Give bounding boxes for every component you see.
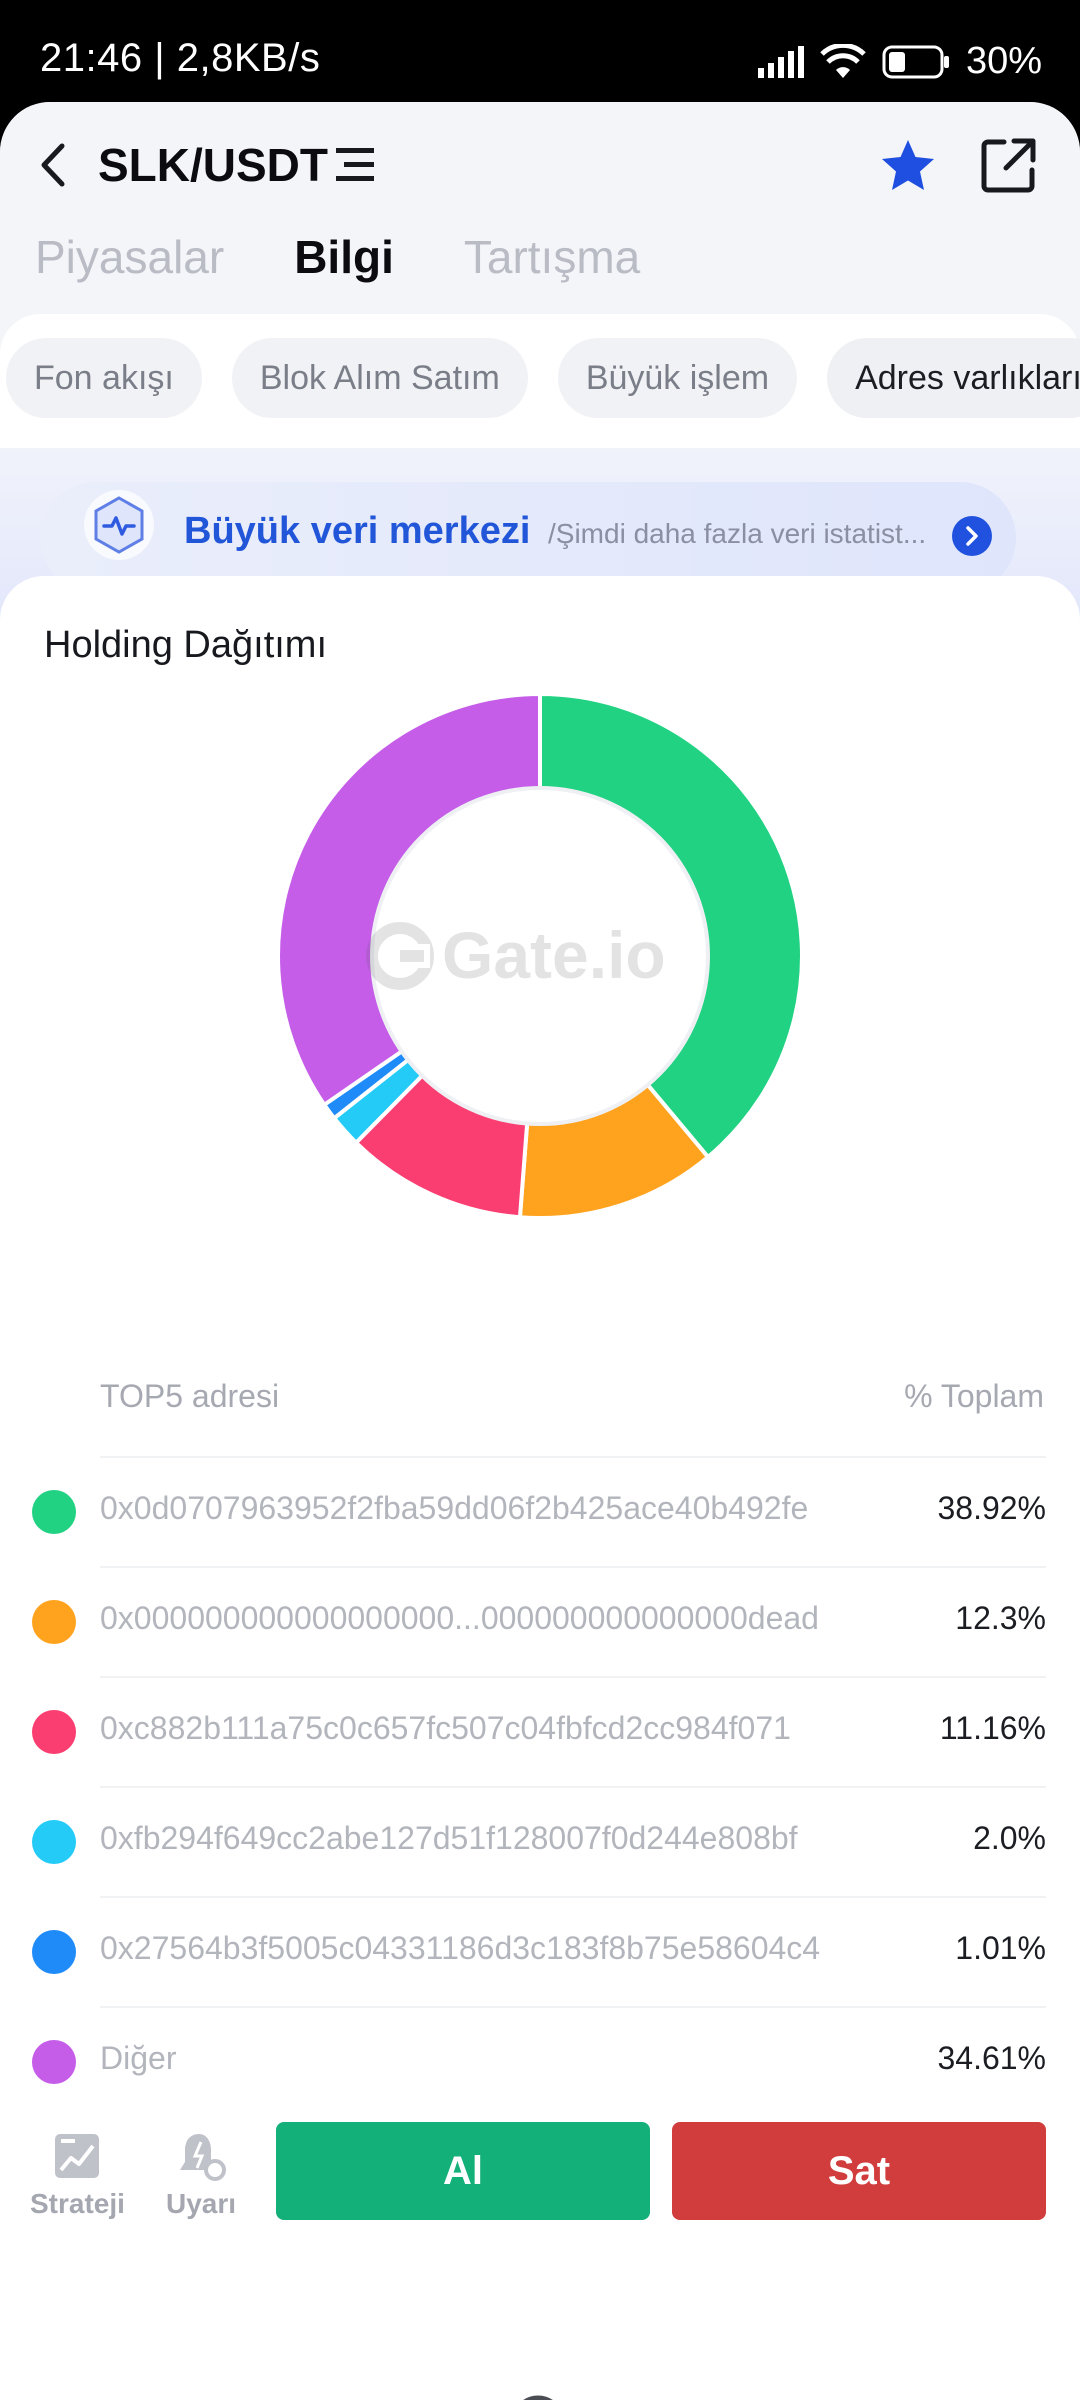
holder-address: 0xc882b111a75c0c657fc507c04fbfcd2cc984f0… bbox=[100, 1710, 791, 1746]
tab-piyasalar[interactable]: Piyasalar bbox=[35, 231, 225, 283]
header: SLK/USDT bbox=[0, 102, 1080, 222]
list-header-percent: % Toplam bbox=[904, 1378, 1044, 1414]
legend-dot bbox=[32, 2040, 76, 2084]
watermark-text: Gate.io bbox=[442, 918, 666, 992]
battery-icon bbox=[882, 45, 949, 78]
chevron-left-icon bbox=[41, 143, 65, 187]
holder-percent: 12.3% bbox=[955, 1600, 1046, 1636]
gate-logo-watermark: Gate.io bbox=[366, 918, 666, 992]
signal-icon bbox=[757, 45, 804, 78]
strategy-icon bbox=[55, 2134, 100, 2178]
chevron-right-icon[interactable] bbox=[952, 516, 992, 556]
list-header-address: TOP5 adresi bbox=[100, 1378, 280, 1414]
bell-alert-icon bbox=[180, 2134, 227, 2181]
holder-row[interactable]: 0xc882b111a75c0c657fc507c04fbfcd2cc984f0… bbox=[0, 1676, 1080, 1786]
sell-button[interactable]: Sat bbox=[672, 2122, 1046, 2220]
legend-dot bbox=[32, 1820, 76, 1864]
system-nav-bar bbox=[0, 2292, 1080, 2400]
holder-address: 0x27564b3f5005c04331186d3c183f8b75e58604… bbox=[100, 1930, 821, 1966]
alert-label: Uyarı bbox=[166, 2188, 237, 2219]
chip-fon-akisi[interactable]: Fon akışı bbox=[6, 338, 202, 418]
legend-dot bbox=[32, 1930, 76, 1974]
holder-row[interactable]: 0x0d0707963952f2fba59dd06f2b425ace40b492… bbox=[0, 1456, 1080, 1566]
strategy-button[interactable]: Strateji bbox=[30, 2130, 125, 2220]
chip-blok-alim-satim[interactable]: Blok Alım Satım bbox=[231, 338, 528, 418]
banner-subtitle: /Şimdi daha fazla veri istatist... bbox=[548, 518, 927, 549]
tab-bilgi[interactable]: Bilgi bbox=[292, 230, 396, 288]
battery-percent: 30% bbox=[965, 40, 1042, 82]
holding-card: Holding Dağıtımı Gate.io TOP5 adresi % T… bbox=[0, 576, 1080, 2096]
holder-address: 0x0d0707963952f2fba59dd06f2b425ace40b492… bbox=[100, 1490, 809, 1526]
star-icon[interactable] bbox=[878, 136, 938, 196]
data-center-icon bbox=[84, 490, 154, 560]
legend-dot bbox=[32, 1600, 76, 1644]
alert-button[interactable]: Uyarı bbox=[166, 2130, 236, 2220]
holding-donut-chart: Gate.io bbox=[276, 691, 804, 1220]
clock: 21:46 bbox=[40, 36, 143, 80]
holder-address: Diğer bbox=[100, 2040, 177, 2076]
chip-adres-varliklari[interactable]: Adres varlıkları bbox=[827, 338, 1080, 418]
back-button[interactable] bbox=[28, 140, 78, 190]
holder-row-other[interactable]: Diğer 34.61% bbox=[0, 2006, 1080, 2116]
strategy-label: Strateji bbox=[30, 2188, 125, 2219]
holder-row[interactable]: 0x000000000000000000...000000000000000de… bbox=[0, 1566, 1080, 1676]
status-bar: 21:46 | 2,8KB/s 30% bbox=[0, 0, 1080, 110]
holder-percent: 34.61% bbox=[937, 2040, 1046, 2076]
holder-percent: 38.92% bbox=[937, 1490, 1046, 1526]
buy-button[interactable]: Al bbox=[276, 2122, 650, 2220]
holder-row[interactable]: 0x27564b3f5005c04331186d3c183f8b75e58604… bbox=[0, 1896, 1080, 2006]
app-screen: SLK/USDT Piyasalar Bilgi Tartışma Fon ak… bbox=[0, 102, 1080, 2400]
holder-percent: 1.01% bbox=[955, 1930, 1046, 1966]
big-data-banner[interactable]: Büyük veri merkezi /Şimdi daha fazla ver… bbox=[40, 482, 1016, 594]
banner-title: Büyük veri merkezi bbox=[184, 510, 531, 552]
status-icons: 30% bbox=[757, 40, 1042, 83]
holder-percent: 11.16% bbox=[939, 1710, 1046, 1746]
sub-tabs: Fon akışı Blok Alım Satım Büyük işlem Ad… bbox=[6, 338, 1080, 418]
share-icon[interactable] bbox=[980, 136, 1038, 194]
network-speed: 2,8KB/s bbox=[176, 36, 321, 80]
legend-dot bbox=[32, 1710, 76, 1754]
status-time: 21:46 | 2,8KB/s bbox=[40, 36, 321, 80]
recent-apps-icon[interactable] bbox=[258, 2392, 318, 2400]
holder-percent: 2.0% bbox=[973, 1820, 1046, 1856]
tab-tartisma[interactable]: Tartışma bbox=[463, 231, 641, 283]
pair-list-icon[interactable] bbox=[336, 146, 376, 184]
pair-title[interactable]: SLK/USDT bbox=[98, 139, 328, 191]
legend-dot bbox=[32, 1490, 76, 1534]
holder-list: 0x0d0707963952f2fba59dd06f2b425ace40b492… bbox=[0, 1456, 1080, 2116]
wifi-icon bbox=[820, 43, 866, 78]
holder-address: 0xfb294f649cc2abe127d51f128007f0d244e808… bbox=[100, 1820, 798, 1856]
main-tabs: Piyasalar Bilgi Tartışma bbox=[35, 230, 640, 288]
home-icon[interactable] bbox=[508, 2392, 568, 2400]
list-header: TOP5 adresi % Toplam bbox=[0, 1378, 1080, 1426]
holder-row[interactable]: 0xfb294f649cc2abe127d51f128007f0d244e808… bbox=[0, 1786, 1080, 1896]
back-nav-icon[interactable] bbox=[760, 2392, 820, 2400]
holder-address: 0x000000000000000000...000000000000000de… bbox=[100, 1600, 819, 1636]
chip-buyuk-islem[interactable]: Büyük işlem bbox=[557, 338, 798, 418]
holding-title: Holding Dağıtımı bbox=[44, 624, 328, 666]
